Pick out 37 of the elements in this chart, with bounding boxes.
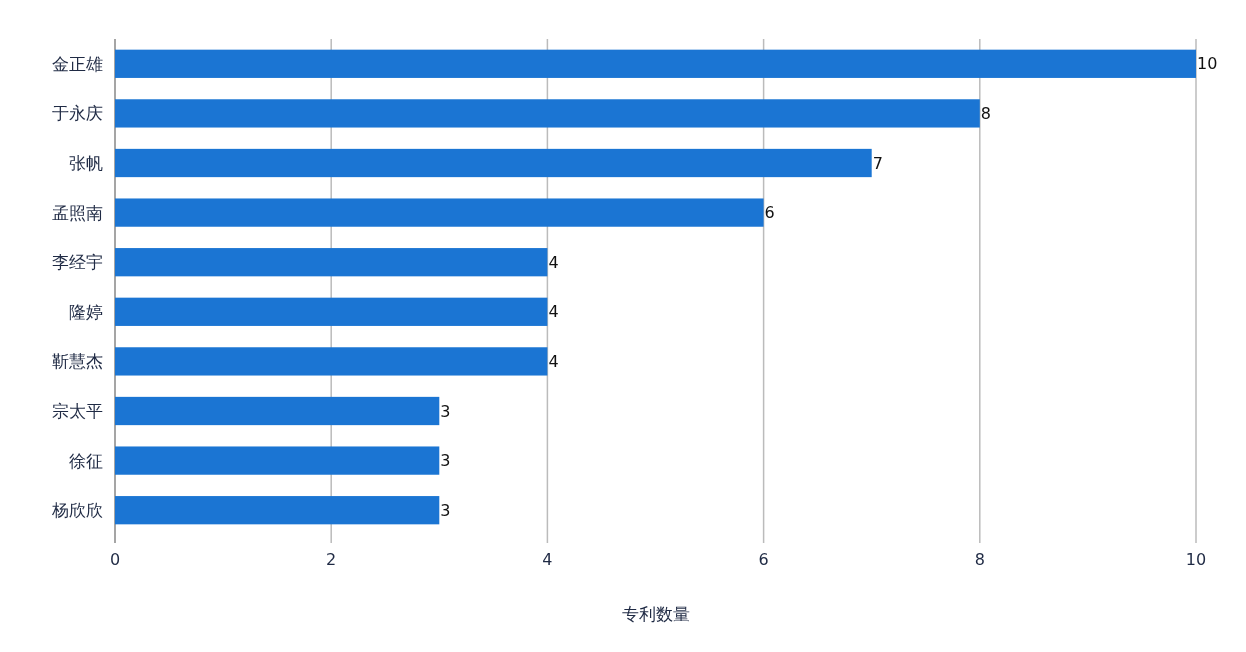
x-tick-label: 6	[758, 550, 769, 569]
y-tick-label: 宗太平	[52, 401, 103, 421]
y-tick-label: 靳慧杰	[52, 351, 103, 372]
data-label: 3	[440, 500, 451, 520]
bar	[115, 99, 980, 128]
x-tick-label: 2	[326, 550, 337, 569]
bar	[115, 396, 440, 426]
data-label: 8	[980, 103, 991, 123]
data-label: 4	[548, 252, 559, 272]
data-label: 6	[764, 203, 775, 223]
bar	[115, 148, 872, 178]
bar	[115, 248, 548, 277]
y-tick-label: 杨欣欣	[51, 500, 103, 521]
bar	[115, 446, 440, 475]
x-tick-label: 8	[974, 550, 985, 569]
x-tick-label: 10	[1185, 550, 1207, 569]
x-tick-label: 0	[109, 550, 121, 569]
data-label: 3	[440, 451, 451, 471]
y-tick-label: 徐征	[69, 450, 103, 471]
x-axis-title: 专利数量	[621, 604, 690, 624]
bar	[115, 198, 764, 227]
data-label: 3	[440, 401, 451, 421]
data-label: 4	[548, 351, 559, 371]
bar	[115, 49, 1196, 78]
y-tick-label: 孟照南	[52, 202, 103, 223]
data-label: 10	[1197, 54, 1218, 74]
y-tick-label: 李经宇	[52, 252, 103, 273]
y-tick-label: 于永庆	[52, 103, 103, 124]
y-tick-label: 隆婷	[69, 301, 103, 322]
bar	[115, 297, 548, 326]
bar	[115, 496, 440, 525]
bar	[115, 347, 548, 376]
data-label: 4	[548, 302, 559, 322]
x-tick-label: 4	[542, 550, 553, 569]
y-tick-label: 金正雄	[52, 53, 103, 74]
y-tick-label: 张帆	[69, 153, 103, 173]
data-label: 7	[872, 153, 883, 173]
